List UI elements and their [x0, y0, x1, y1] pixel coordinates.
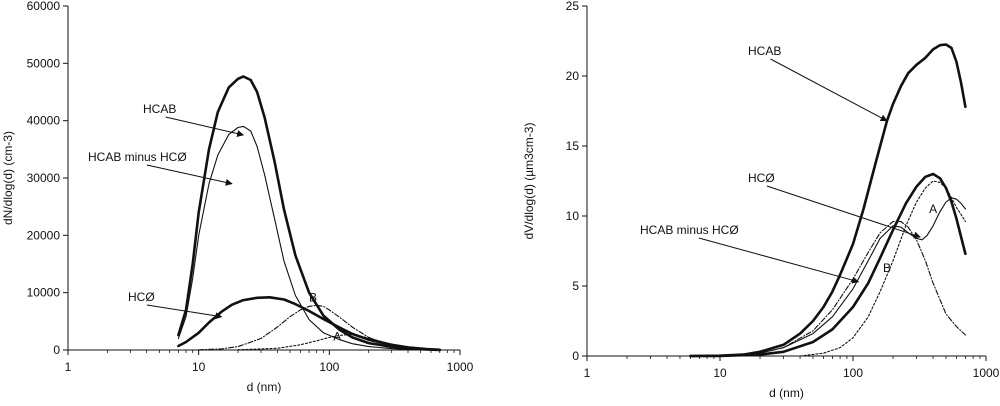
- annotation-arrow: [770, 58, 888, 122]
- series-line-hco: [689, 172, 967, 358]
- y-tick-label: 20000: [27, 228, 61, 242]
- x-tick-label: 1: [65, 360, 72, 374]
- annotation-arrow: [698, 237, 860, 284]
- y-tick-label: 10000: [27, 286, 61, 300]
- chart-panel-right: 1 10 100 1000 0 5 10 15 20 25 d (nm) dV/dlog(d) (µm…: [522, 0, 1000, 400]
- x-tick-label: 100: [843, 366, 863, 380]
- annotation-arrow: [146, 304, 223, 320]
- y-tick-label: 0: [53, 343, 60, 357]
- y-tick-label: 20: [566, 69, 580, 83]
- annotation-label-hco: HCØ: [748, 171, 775, 185]
- y-tick-label: 5: [572, 279, 579, 293]
- y-tick-label: 15: [566, 139, 580, 153]
- series-line-hcab: [177, 75, 442, 352]
- x-tick-label: 10: [192, 360, 206, 374]
- annotation-letter-b: B: [883, 261, 891, 275]
- series-line-a: [799, 180, 966, 357]
- chart-panel-left: 1 10 100 1000010000200003000040000500006000…: [1, 0, 474, 394]
- x-axis-label: d (nm): [769, 386, 804, 400]
- annotation-letter-a: A: [929, 202, 937, 216]
- y-tick-label: 25: [566, 0, 580, 13]
- series-line-a: [237, 333, 441, 351]
- annotation-letter-b: B: [309, 290, 317, 304]
- x-tick-label: 10: [713, 366, 727, 380]
- annotation-label-hco: HCØ: [128, 290, 155, 304]
- annotation-arrow: [146, 164, 233, 186]
- x-tick-label: 1: [584, 366, 591, 380]
- annotation-label-hcab-minus-hco: HCAB minus HCØ: [88, 150, 187, 164]
- annotation-letter-a: A: [333, 329, 341, 343]
- y-tick-label: 30000: [27, 171, 61, 185]
- x-tick-label: 1000: [973, 366, 1000, 380]
- y-axis-label: dN/dlog(d) (cm-3): [1, 131, 15, 225]
- annotation-label-hcab-minus-hco: HCAB minus HCØ: [640, 223, 739, 237]
- series-line-b: [689, 221, 966, 357]
- x-axis-label: d (nm): [247, 380, 282, 394]
- y-tick-label: 40000: [27, 114, 61, 128]
- series-line-hcab-minus-hco: [177, 125, 441, 351]
- x-tick-label: 1000: [447, 360, 474, 374]
- series-line-hcab: [689, 43, 967, 358]
- annotation-arrow: [165, 116, 245, 137]
- y-axis-label: dV/dlog(d) (µm3cm-3): [522, 123, 536, 240]
- annotation-label-hcab: HCAB: [143, 102, 176, 116]
- y-tick-label: 10: [566, 209, 580, 223]
- y-tick-label: 0: [572, 349, 579, 363]
- y-tick-label: 60000: [27, 0, 61, 13]
- annotation-arrow: [766, 185, 921, 239]
- x-tick-label: 100: [319, 360, 339, 374]
- annotation-label-hcab: HCAB: [748, 44, 781, 58]
- series-line-hco: [177, 295, 442, 352]
- y-tick-label: 50000: [27, 56, 61, 70]
